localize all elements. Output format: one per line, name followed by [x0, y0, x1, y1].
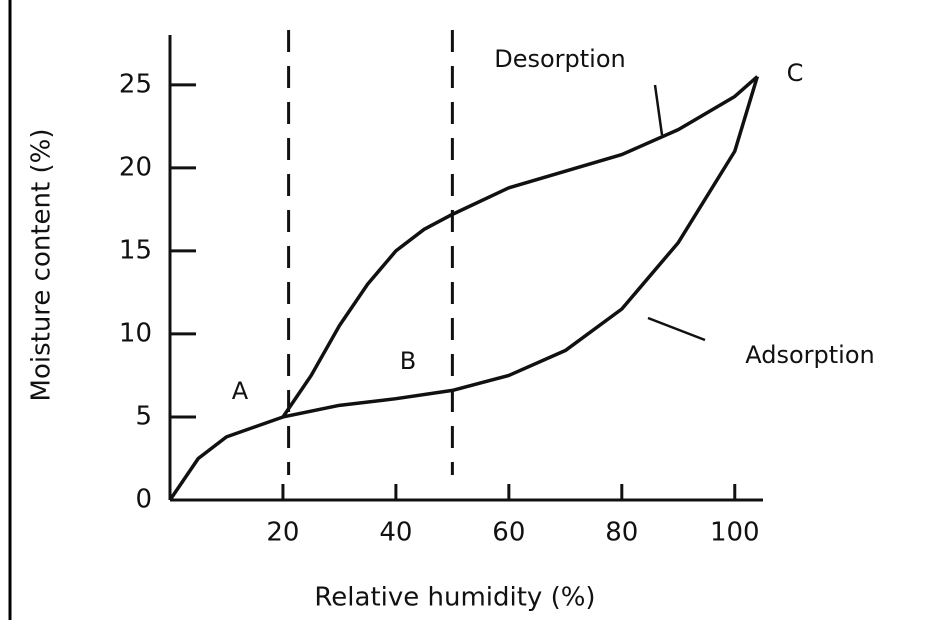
y-tick-label: 10 — [119, 318, 152, 348]
y-tick-label: 20 — [119, 152, 152, 182]
leader-line — [653, 84, 664, 136]
data-line — [281, 75, 759, 418]
annotation: A — [232, 377, 249, 405]
y-tick-label: 15 — [119, 235, 152, 265]
y-tick-label: 0 — [135, 485, 152, 515]
annotation: C — [787, 59, 804, 87]
x-tick-label: 60 — [492, 518, 525, 548]
legend-label: Adsorption — [745, 341, 875, 369]
x-tick-label: 20 — [266, 518, 299, 548]
x-tick-label: 100 — [710, 518, 760, 548]
leader-line — [647, 316, 706, 342]
x-tick-label: 40 — [379, 518, 412, 548]
x-tick-label: 80 — [605, 518, 638, 548]
data-line — [168, 76, 760, 501]
y-axis-label: Moisture content (%) — [27, 129, 57, 402]
y-tick-label: 5 — [135, 401, 152, 431]
x-axis-label: Relative humidity (%) — [314, 583, 595, 613]
annotation: B — [400, 347, 416, 375]
y-tick-label: 25 — [119, 69, 152, 99]
legend-label: Desorption — [494, 45, 626, 73]
